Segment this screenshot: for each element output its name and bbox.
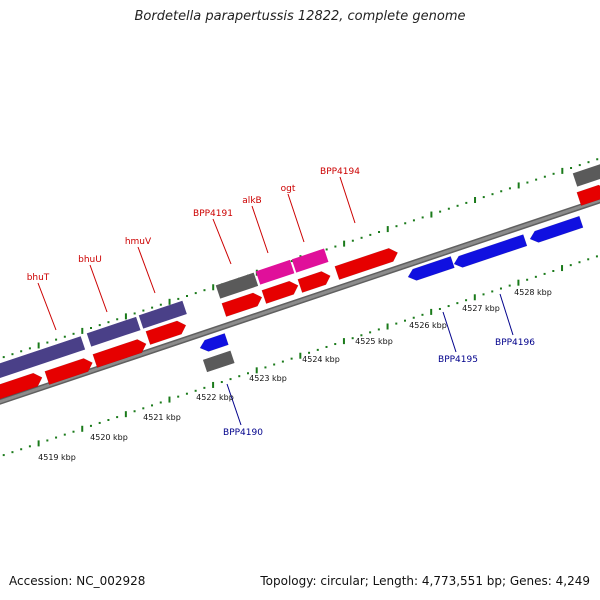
forward-label-leader: [137, 246, 156, 294]
genome-summary-text: Topology: circular; Length: 4,773,551 bp…: [260, 574, 590, 588]
gene-BPP4190: [199, 333, 229, 352]
scale-label: 4522 kbp: [196, 393, 234, 402]
gene-red-arrow: [145, 320, 187, 345]
forward-gene-label: bhuT: [27, 273, 50, 283]
backbone-highlight: [0, 198, 600, 404]
forward-gene-label: ogt: [281, 184, 296, 194]
accession-text: Accession: NC_002928: [9, 574, 146, 588]
forward-label-leader: [339, 176, 356, 224]
scale-label: 4523 kbp: [249, 374, 287, 383]
gene-blue-arrow: [529, 215, 584, 243]
scale-label: 4528 kbp: [514, 288, 552, 297]
gene-alkB: [255, 259, 295, 285]
reverse-label-leader: [442, 311, 457, 353]
gene-bhuU: [86, 316, 141, 347]
forward-gene-label: hmuV: [125, 237, 152, 247]
forward-label-leader: [89, 264, 108, 313]
forward-gene-label: BPP4191: [193, 209, 233, 219]
forward-label-leader: [212, 218, 232, 265]
forward-gene-label: bhuU: [78, 255, 102, 265]
gene-BPP4196: [453, 234, 528, 268]
gene-ogt: [291, 248, 329, 273]
reverse-gene-label: BPP4196: [495, 338, 535, 348]
gene-red-arrow: [576, 184, 600, 206]
forward-label-leader: [251, 205, 269, 254]
gene-red-arrow: [261, 280, 299, 304]
forward-label-leader: [287, 193, 305, 243]
reverse-gene-label: BPP4190: [223, 428, 263, 438]
gene-red-arrow: [44, 358, 93, 385]
gene-red-arrow: [92, 339, 147, 368]
forward-gene-label: BPP4194: [320, 167, 360, 177]
scale-label: 4527 kbp: [462, 304, 500, 313]
gene-hmuV: [138, 300, 187, 329]
gene-BPP4191: [215, 272, 259, 299]
gene-reverse-gray: [202, 350, 235, 373]
map-title: Bordetella parapertussis 12822, complete…: [134, 9, 466, 24]
gene-red-arrow: [0, 372, 43, 400]
scale-label: 4526 kbp: [409, 321, 447, 330]
gene-red-arrow: [297, 271, 331, 293]
gene-red-arrow: [221, 292, 263, 317]
scale-label: 4519 kbp: [38, 453, 76, 462]
reverse-label-leader: [499, 293, 514, 336]
gene-BPP4195: [407, 256, 455, 281]
gene-red-arrow: [334, 247, 399, 280]
scale-label: 4520 kbp: [90, 433, 128, 442]
scale-label: 4525 kbp: [355, 337, 393, 346]
forward-gene-label: alkB: [242, 196, 261, 206]
gene-bhuT: [0, 336, 86, 379]
forward-label-leader: [37, 282, 57, 331]
scale-label: 4524 kbp: [302, 355, 340, 364]
scale-label: 4521 kbp: [143, 413, 181, 422]
reverse-label-leader: [226, 383, 242, 426]
reverse-gene-label: BPP4195: [438, 355, 478, 365]
gene-top-gray: [572, 164, 600, 187]
